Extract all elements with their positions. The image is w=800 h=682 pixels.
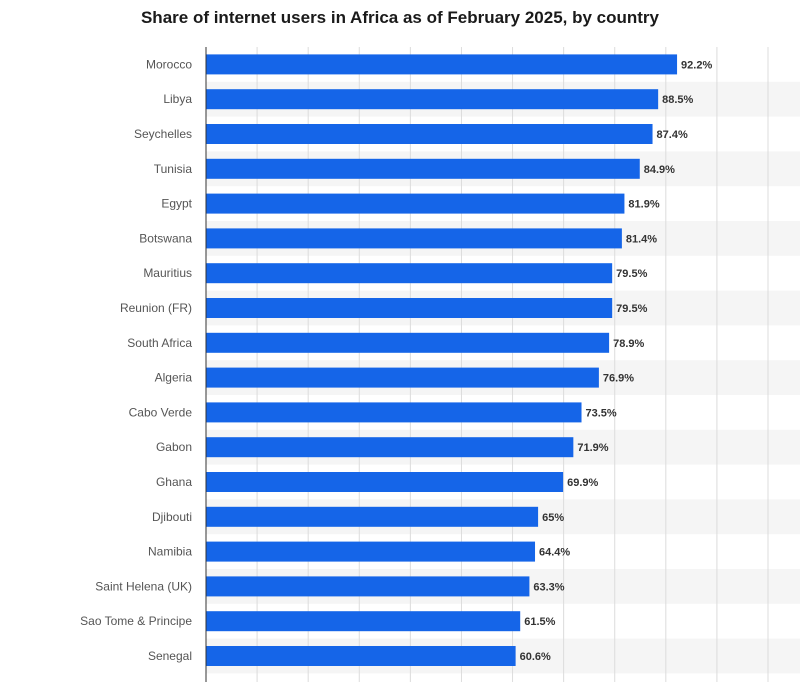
value-label: 73.5% bbox=[586, 407, 617, 419]
bar bbox=[206, 437, 574, 458]
value-label: 92.2% bbox=[681, 59, 712, 71]
value-label: 60.6% bbox=[520, 651, 551, 663]
value-label: 81.4% bbox=[626, 233, 657, 245]
value-label: 64.4% bbox=[539, 547, 570, 559]
category-label: Ghana bbox=[156, 475, 192, 489]
value-label: 63.3% bbox=[533, 581, 564, 593]
bar bbox=[206, 54, 678, 75]
category-label: Egypt bbox=[161, 197, 192, 211]
value-label: 79.5% bbox=[616, 268, 647, 280]
value-label: 69.9% bbox=[567, 477, 598, 489]
category-label: Saint Helena (UK) bbox=[95, 579, 192, 593]
bar bbox=[206, 541, 536, 562]
category-label: Senegal bbox=[148, 649, 192, 663]
gridlines bbox=[256, 47, 769, 682]
category-label: Seychelles bbox=[134, 127, 192, 141]
value-label: 71.9% bbox=[577, 442, 608, 454]
value-label: 76.9% bbox=[603, 373, 634, 385]
bar bbox=[206, 263, 613, 284]
category-label: Reunion (FR) bbox=[120, 301, 192, 315]
bar bbox=[206, 611, 521, 632]
category-labels: Morocco Libya Seychelles Tunisia Egypt Botswa… bbox=[80, 57, 193, 663]
value-label: 61.5% bbox=[524, 616, 555, 628]
value-label: 78.9% bbox=[613, 338, 644, 350]
bar bbox=[206, 367, 599, 388]
value-label: 65% bbox=[542, 512, 564, 524]
bar bbox=[206, 89, 659, 110]
category-label: Namibia bbox=[148, 545, 192, 559]
bar bbox=[206, 228, 622, 249]
bar bbox=[206, 124, 653, 144]
category-label: Cabo Verde bbox=[129, 405, 193, 419]
bar bbox=[206, 576, 530, 597]
value-label: 81.9% bbox=[628, 199, 659, 211]
bar bbox=[206, 298, 613, 318]
category-label: Morocco bbox=[146, 57, 192, 71]
category-label: South Africa bbox=[127, 336, 192, 350]
bar bbox=[206, 158, 640, 179]
value-labels: 92.2% 88.5% 87.4% 84.9% 81.9% 81.4% 79.5% 79.5%… bbox=[520, 59, 713, 663]
bar bbox=[206, 402, 582, 423]
value-label: 88.5% bbox=[662, 94, 693, 106]
category-label: Sao Tome & Principe bbox=[80, 614, 192, 628]
value-label: 84.9% bbox=[644, 164, 675, 176]
bar bbox=[206, 332, 610, 353]
category-label: Algeria bbox=[155, 371, 193, 385]
value-label: 79.5% bbox=[616, 303, 647, 315]
bar bbox=[206, 506, 539, 527]
bar bbox=[206, 193, 625, 214]
category-label: Mauritius bbox=[143, 266, 192, 280]
category-label: Tunisia bbox=[154, 162, 193, 176]
chart-title: Share of internet users in Africa as of … bbox=[140, 8, 660, 27]
category-label: Djibouti bbox=[152, 510, 192, 524]
bar bbox=[206, 646, 516, 666]
bar bbox=[206, 472, 564, 492]
category-label: Libya bbox=[163, 92, 192, 106]
bars bbox=[206, 54, 678, 666]
category-label: Gabon bbox=[156, 440, 192, 454]
value-label: 87.4% bbox=[657, 129, 688, 141]
category-label: Botswana bbox=[139, 231, 192, 245]
